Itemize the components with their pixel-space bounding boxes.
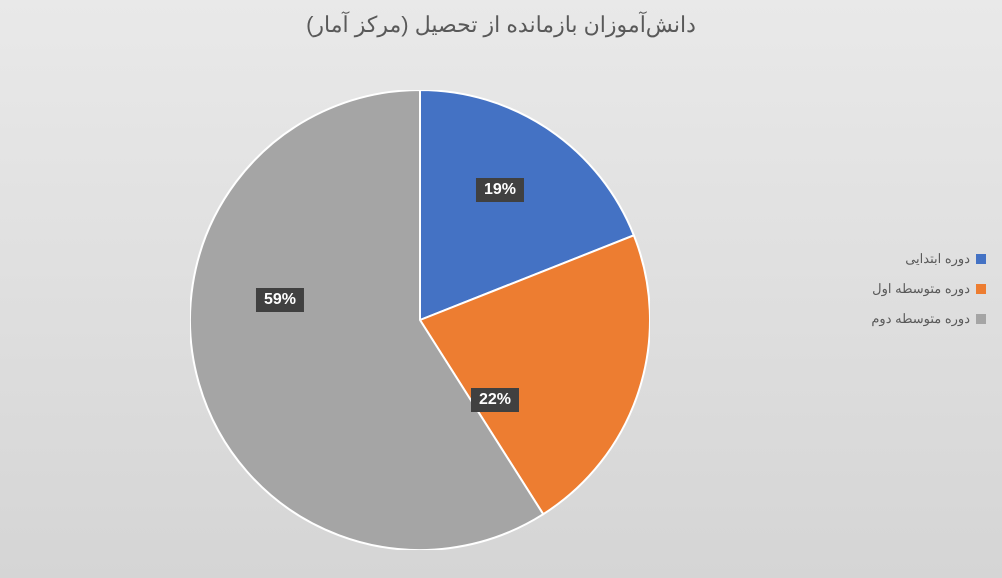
legend-label-1: دوره متوسطه اول: [872, 281, 970, 297]
chart-title: دانش‌آموزان بازمانده از تحصیل (مرکز آمار…: [0, 12, 1002, 38]
data-label-1: 22%: [471, 388, 519, 412]
legend-label-2: دوره متوسطه دوم: [871, 311, 970, 327]
pie-svg: [190, 90, 650, 550]
legend-item-2: دوره متوسطه دوم: [871, 311, 986, 327]
legend-label-0: دوره ابتدایی: [905, 251, 970, 267]
data-label-2: 59%: [256, 288, 304, 312]
legend-swatch-2: [976, 314, 986, 324]
legend-swatch-0: [976, 254, 986, 264]
legend-item-0: دوره ابتدایی: [871, 251, 986, 267]
legend-item-1: دوره متوسطه اول: [871, 281, 986, 297]
legend: دوره ابتدایی دوره متوسطه اول دوره متوسطه د…: [865, 247, 992, 331]
chart-area: دانش‌آموزان بازمانده از تحصیل (مرکز آمار…: [0, 0, 1002, 578]
pie-chart: [190, 90, 650, 550]
legend-swatch-1: [976, 284, 986, 294]
data-label-0: 19%: [476, 178, 524, 202]
